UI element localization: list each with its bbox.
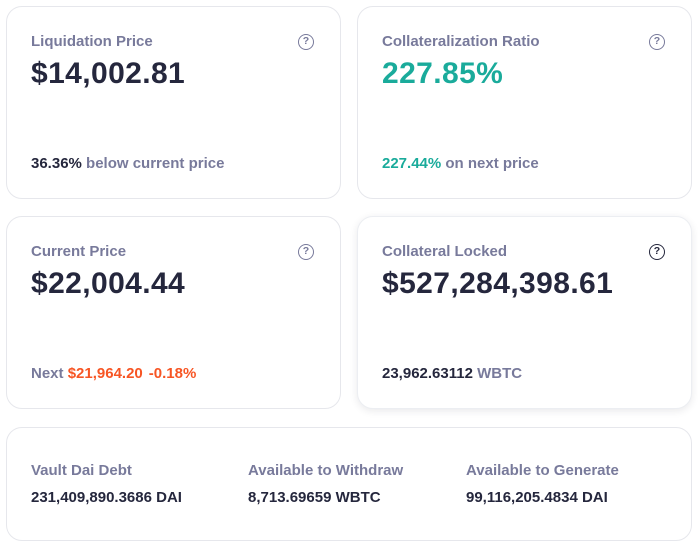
collateral-token: WBTC — [477, 365, 523, 382]
next-price-label: Next — [31, 365, 64, 382]
liquidation-price-footnote: 36.36% below current price — [31, 155, 224, 172]
current-price-card: Current Price ? $22,004.44 Next $21,964.… — [6, 216, 341, 409]
below-current-pct: 36.36% — [31, 155, 82, 172]
liquidation-price-label: Liquidation Price — [31, 33, 153, 50]
collateralization-ratio-card: Collateralization Ratio ? 227.85% 227.44… — [357, 6, 692, 199]
current-price-value: $22,004.44 — [31, 267, 186, 300]
stat-available-to-withdraw: Available to Withdraw 8,713.69659 WBTC — [248, 462, 403, 506]
collateralization-ratio-label: Collateralization Ratio — [382, 33, 540, 50]
question-circle-icon[interactable]: ? — [298, 34, 314, 50]
next-ratio-text: on next price — [445, 155, 539, 172]
next-price-change: -0.18% — [148, 365, 197, 382]
collateral-locked-footnote: 23,962.63112 WBTC — [382, 365, 522, 382]
vault-stats-card: Vault Dai Debt 231,409,890.3686 DAI Avai… — [6, 427, 692, 541]
collateral-amount: 23,962.63112 — [382, 365, 473, 382]
question-circle-icon[interactable]: ? — [649, 244, 665, 260]
stat-label: Available to Withdraw — [248, 462, 404, 479]
stat-value: 8,713.69659 WBTC — [248, 489, 381, 506]
collateral-locked-label: Collateral Locked — [382, 243, 508, 260]
current-price-label: Current Price — [31, 243, 127, 260]
liquidation-price-card: Liquidation Price ? $14,002.81 36.36% be… — [6, 6, 341, 199]
collateral-locked-card: Collateral Locked ? $527,284,398.61 23,9… — [357, 216, 692, 409]
liquidation-price-value: $14,002.81 — [31, 57, 186, 90]
stat-vault-dai-debt: Vault Dai Debt 231,409,890.3686 DAI — [31, 462, 182, 506]
stat-value: 99,116,205.4834 DAI — [466, 489, 608, 506]
stat-label: Vault Dai Debt — [31, 462, 132, 479]
next-price-footnote: Next $21,964.20 -0.18% — [31, 365, 196, 382]
stat-value: 231,409,890.3686 DAI — [31, 489, 182, 506]
next-price-value: $21,964.20 — [67, 365, 143, 382]
stat-available-to-generate: Available to Generate 99,116,205.4834 DA… — [466, 462, 619, 506]
collateralization-ratio-footnote: 227.44% on next price — [382, 155, 539, 172]
collateralization-ratio-value: 227.85% — [382, 57, 504, 90]
question-circle-icon[interactable]: ? — [649, 34, 665, 50]
stat-label: Available to Generate — [466, 462, 619, 479]
question-circle-icon[interactable]: ? — [298, 244, 314, 260]
below-current-text: below current price — [86, 155, 225, 172]
next-ratio-pct: 227.44% — [382, 155, 442, 172]
collateral-locked-value: $527,284,398.61 — [382, 267, 614, 300]
